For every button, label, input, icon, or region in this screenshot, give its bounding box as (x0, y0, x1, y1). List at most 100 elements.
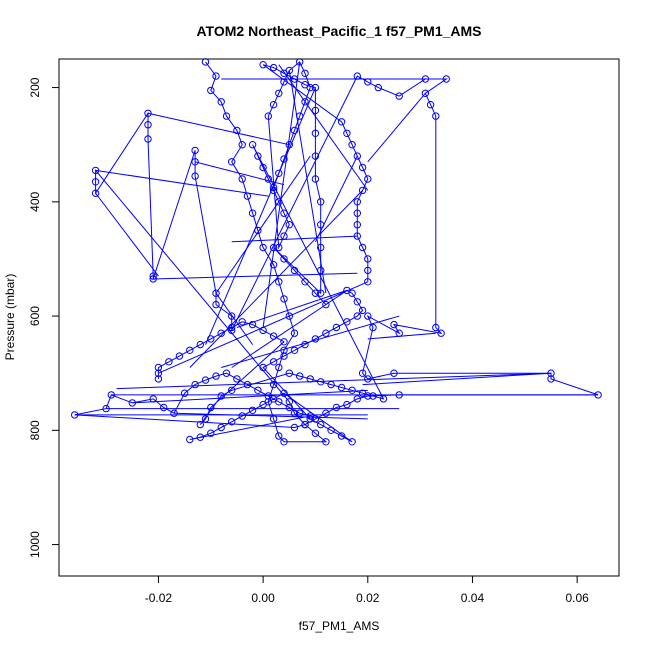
data-point (269, 63, 278, 72)
data-point (228, 323, 236, 332)
data-point (311, 335, 320, 343)
data-point (228, 386, 236, 394)
data-point (364, 375, 372, 383)
data-point (280, 209, 288, 217)
data-point (290, 409, 299, 417)
data-point (364, 312, 372, 320)
data-point (306, 375, 314, 383)
data-point (317, 221, 325, 229)
data-point (364, 266, 372, 275)
data-point (337, 383, 346, 392)
data-point (144, 109, 152, 118)
data-point (332, 323, 341, 332)
data-point (191, 172, 199, 180)
data-point (311, 83, 320, 92)
data-point (275, 243, 283, 252)
data-point (154, 363, 163, 372)
data-point (217, 423, 225, 432)
data-point (369, 323, 377, 332)
data-point (280, 78, 288, 86)
data-point (311, 129, 320, 138)
connector-line (95, 169, 269, 197)
data-point (248, 209, 257, 217)
data-point (280, 389, 288, 397)
data-point (280, 295, 288, 303)
data-point (353, 72, 361, 80)
data-point (280, 346, 288, 354)
data-point (280, 255, 288, 263)
data-point (311, 152, 320, 160)
data-point (358, 243, 367, 252)
series-line (74, 61, 599, 443)
data-point (238, 412, 246, 420)
data-point (269, 186, 278, 195)
data-point (269, 380, 278, 389)
data-point (196, 433, 205, 441)
data-point (269, 261, 278, 269)
connector-line (132, 389, 368, 404)
connector-line (367, 92, 426, 163)
data-point (348, 141, 356, 149)
x-axis-label: f57_PM1_AMS (299, 619, 380, 633)
data-point (296, 372, 304, 380)
data-point (228, 418, 236, 426)
data-point (285, 312, 293, 320)
data-point (337, 432, 346, 440)
data-point (343, 129, 351, 138)
y-tick-label: 400 (28, 191, 42, 211)
data-point (269, 183, 278, 192)
y-tick-label: 200 (28, 77, 42, 97)
data-point (91, 178, 100, 186)
connector-line (231, 235, 358, 243)
x-axis: -0.02 0.00 0.02 0.04 0.06 (145, 576, 589, 605)
connector-line (236, 289, 348, 328)
connector-line (221, 315, 400, 368)
data-point (149, 272, 157, 280)
data-point (327, 380, 335, 389)
data-point (322, 300, 330, 309)
data-point (290, 266, 299, 275)
data-point (160, 403, 168, 412)
data-point (332, 403, 341, 412)
plot-frame (58, 58, 620, 577)
data-point (280, 352, 288, 360)
data-point (343, 400, 351, 409)
data-point (322, 409, 330, 417)
data-point (91, 166, 100, 175)
data-point (353, 395, 361, 403)
data-point (243, 192, 252, 200)
data-point (248, 320, 257, 329)
data-point (337, 118, 346, 126)
data-point (322, 329, 330, 337)
data-point (107, 391, 116, 399)
data-point (353, 298, 361, 306)
data-point (191, 380, 199, 389)
data-point (343, 318, 351, 326)
data-point (248, 406, 257, 414)
connector-line (189, 190, 363, 368)
y-tick-label: 800 (28, 420, 42, 440)
data-point (379, 395, 388, 403)
data-point (233, 126, 241, 135)
data-point (165, 358, 173, 366)
data-point (217, 98, 225, 106)
data-point (285, 398, 293, 406)
data-point (311, 175, 320, 183)
data-point (233, 375, 241, 383)
data-point (128, 399, 137, 407)
data-point (301, 340, 309, 349)
data-point (269, 332, 278, 340)
connector-line (194, 161, 285, 186)
data-point (432, 112, 440, 120)
data-point (322, 438, 330, 446)
data-point (317, 378, 325, 386)
x-tick-label: 0.04 (461, 591, 485, 605)
data-point (547, 369, 555, 377)
data-point (254, 386, 262, 394)
data-point (301, 69, 309, 78)
connector-line (288, 70, 327, 294)
data-point (196, 340, 205, 349)
data-point (259, 243, 267, 252)
data-point (358, 389, 367, 397)
data-point (301, 278, 309, 286)
